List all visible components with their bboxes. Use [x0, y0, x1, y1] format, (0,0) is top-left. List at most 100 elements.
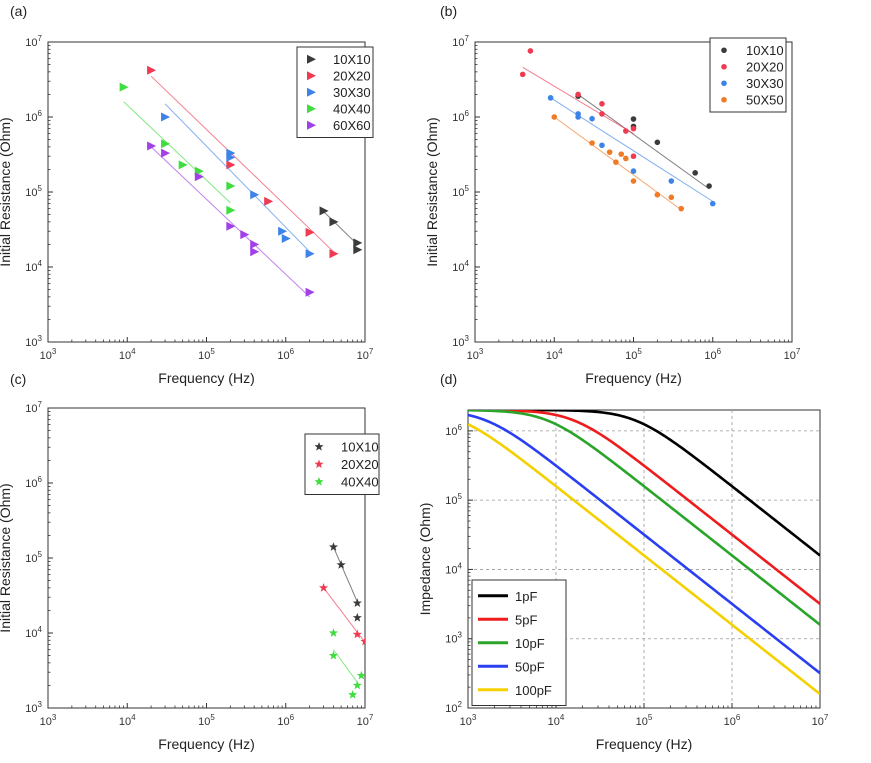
legend-label: 50pF	[515, 659, 545, 674]
legend-marker	[314, 459, 324, 469]
x-axis-label: Frequency (Hz)	[158, 370, 254, 386]
x-tick-label: 107	[357, 347, 374, 362]
legend-label: 10pF	[515, 636, 545, 651]
legend-marker	[307, 71, 316, 81]
chart-panel-d: 103 104 105 106 107102103104105106Frequency …	[417, 371, 829, 752]
data-point-20X20	[527, 48, 534, 54]
y-tick-label: 107	[25, 400, 42, 415]
data-point-50X50	[654, 191, 661, 198]
panel-label: (a)	[10, 3, 27, 19]
fit-line-30X30	[164, 103, 310, 253]
y-tick-label: 105	[452, 184, 469, 199]
data-point-60X60	[250, 239, 260, 249]
chart-panel-a: 103 104 105 106 107 103 104 105 106 107 Frequency …	[0, 3, 374, 386]
data-point-40X40	[226, 205, 236, 215]
data-layer	[119, 65, 363, 298]
x-tick-label: 103	[40, 713, 57, 728]
series-line-50pF	[468, 413, 820, 675]
x-tick-label: 107	[784, 347, 801, 362]
data-point-30X30	[161, 112, 171, 122]
x-tick-label: 105	[636, 713, 653, 728]
data-point-20X20	[264, 196, 274, 206]
x-axis-label: Frequency (Hz)	[585, 370, 681, 386]
data-point-20X20	[599, 100, 605, 107]
x-tick-label: 106	[277, 347, 294, 362]
x-tick-label: 104	[548, 713, 565, 728]
data-point-30X30	[575, 114, 581, 120]
fit-line-10X10	[333, 546, 358, 603]
x-tick-label: 104	[119, 347, 136, 362]
y-tick-label: 105	[25, 184, 42, 199]
y-axis-label: Initial Resistance (Ohm)	[424, 117, 440, 266]
legend-label: 10X10	[333, 52, 371, 67]
data-point-40X40	[356, 670, 365, 680]
data-point-20X20	[226, 160, 236, 170]
data-point-10X10	[352, 598, 362, 608]
legend-label: 40X40	[333, 101, 371, 116]
data-point-60X60	[194, 172, 204, 182]
data-point-50X50	[678, 205, 685, 212]
data-point-40X40	[328, 628, 339, 637]
data-point-30X30	[226, 152, 236, 162]
legend-marker	[721, 96, 727, 103]
y-tick-label: 104	[25, 259, 42, 274]
data-point-40X40	[328, 650, 339, 660]
data-point-10X10	[336, 560, 346, 569]
fit-line-10X10	[323, 211, 358, 245]
data-point-40X40	[119, 82, 129, 92]
chart-panel-b: 103 104 105 106 107 103 104 105 106 107 Frequency …	[424, 3, 801, 386]
data-point-60X60	[240, 230, 250, 240]
data-point-20X20	[305, 227, 315, 237]
y-tick-label: 107	[452, 34, 469, 49]
x-tick-label: 105	[198, 713, 215, 728]
fit-line-60X60	[150, 146, 310, 298]
data-layer	[319, 542, 365, 699]
fit-line-10X10	[577, 94, 710, 190]
data-point-20X20	[352, 629, 362, 639]
data-point-50X50	[623, 155, 629, 162]
fit-line-20X20	[150, 75, 334, 253]
data-point-10X10	[692, 170, 698, 176]
data-point-10X10	[353, 238, 363, 248]
legend-marker	[307, 87, 316, 97]
data-point-30X30	[250, 190, 260, 200]
data-point-20X20	[147, 65, 157, 75]
data-point-40X40	[348, 689, 358, 699]
y-tick-label: 105	[445, 492, 462, 507]
data-point-50X50	[551, 114, 558, 120]
data-point-10X10	[654, 139, 661, 146]
legend-marker	[314, 476, 324, 486]
data-point-60X60	[161, 148, 171, 158]
data-point-50X50	[630, 178, 637, 184]
legend: 10X10 20X20 40X40	[304, 433, 380, 495]
data-point-30X30	[278, 226, 288, 236]
data-point-30X30	[630, 168, 637, 174]
y-tick-label: 104	[452, 259, 469, 274]
series-line-10pF	[468, 410, 820, 626]
data-point-20X20	[599, 111, 605, 117]
legend-label: 20X20	[341, 457, 379, 472]
data-point-20X20	[575, 91, 581, 98]
legend-label: 10X10	[341, 439, 379, 454]
data-point-30X30	[589, 115, 595, 122]
x-tick-label: 103	[40, 347, 57, 362]
data-point-30X30	[547, 95, 554, 101]
data-point-60X60	[250, 247, 260, 257]
data-point-20X20	[360, 636, 365, 646]
x-tick-label: 105	[625, 347, 642, 362]
x-tick-label: 106	[277, 713, 294, 728]
x-axis-label: Frequency (Hz)	[158, 736, 254, 752]
data-point-20X20	[630, 125, 637, 132]
y-tick-label: 103	[25, 334, 42, 349]
x-tick-label: 107	[812, 713, 829, 728]
data-point-60X60	[147, 141, 157, 151]
legend-label: 1pF	[515, 589, 537, 604]
chart-panel-c: 103 104 105 106 107 103 104 105 106 107 Frequency …	[0, 371, 380, 752]
y-tick-label: 104	[445, 561, 462, 576]
legend-marker	[307, 104, 316, 114]
y-tick-label: 102	[445, 700, 462, 715]
legend-label: 40X40	[341, 474, 379, 489]
